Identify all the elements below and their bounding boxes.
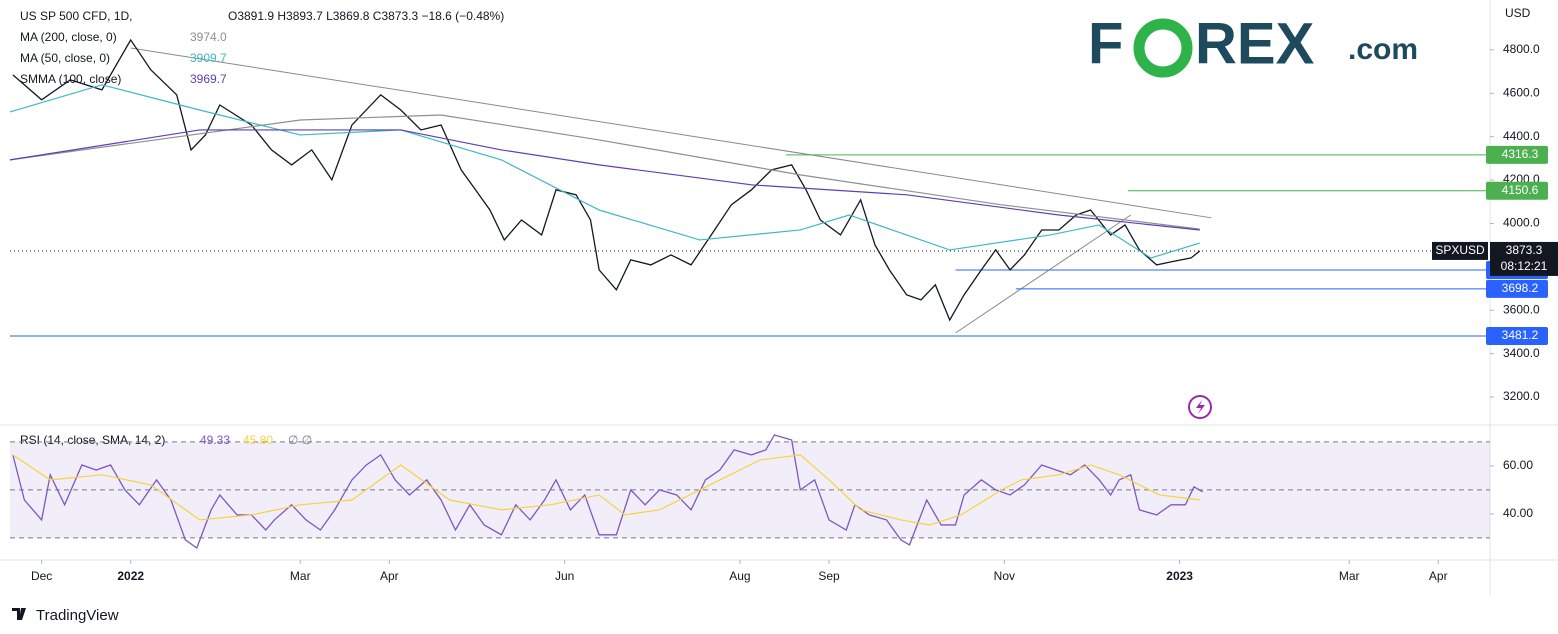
- series-line: [9, 114, 1200, 230]
- footer-icon: [12, 608, 26, 620]
- series-line: [12, 38, 1201, 322]
- level-tag: [1486, 279, 1548, 298]
- legend-entry: SMMA (100, close): [20, 72, 121, 86]
- axis-label: USD: [1505, 6, 1531, 20]
- legend-value: 3969.7: [190, 72, 227, 86]
- logo-part: .com: [1348, 33, 1418, 66]
- title: US SP 500 CFD, 1D,: [20, 9, 133, 23]
- brand-logo: F O REX .com: [1088, 11, 1418, 78]
- y-tick-label: 4800.0: [1503, 42, 1540, 56]
- x-tick-label: Nov: [994, 569, 1015, 583]
- price-tag-name: SPXUSD: [1435, 243, 1485, 257]
- logo-ring: [1133, 18, 1193, 78]
- price-tag-name-bg: [1432, 241, 1488, 260]
- x-tick-label: Dec: [31, 569, 52, 583]
- legend-value: 45.80: [243, 433, 273, 447]
- legend-entry: MA (200, close, 0): [20, 30, 117, 44]
- level-tag-label: 3698.2: [1502, 281, 1539, 295]
- y-tick-label: 3400.0: [1503, 346, 1540, 360]
- trendline: [955, 214, 1132, 334]
- price-tag-bg: [1490, 241, 1558, 276]
- level-tag: [1486, 181, 1548, 200]
- legend-value: 3909.7: [190, 51, 227, 65]
- logo-part: F: [1088, 11, 1123, 76]
- legend-extra: ∅ ∅: [288, 433, 312, 447]
- x-tick-label: Mar: [290, 569, 311, 583]
- y-tick-label: 4600.0: [1503, 85, 1540, 99]
- y-tick-label: 60.00: [1503, 458, 1533, 472]
- footer: TradingView: [36, 607, 119, 624]
- legend-value: 49.33: [200, 433, 230, 447]
- y-tick-label: 4000.0: [1503, 216, 1540, 230]
- price-tag: 3873.3: [1506, 243, 1543, 257]
- x-tick-label: Mar: [1339, 569, 1360, 583]
- level-tag: [1486, 327, 1548, 346]
- y-tick-label: 40.00: [1503, 506, 1533, 520]
- x-tick-label: Sep: [818, 569, 840, 583]
- series-line: [9, 129, 1200, 231]
- x-tick-label: Jun: [555, 569, 574, 583]
- x-tick-label: Aug: [729, 569, 750, 583]
- ohlc-label: O3891.9 H3893.7 L3869.8 C3873.3 −18.6 (−…: [228, 9, 504, 23]
- y-tick-label: 3200.0: [1503, 389, 1540, 403]
- alert-bolt: [1196, 400, 1205, 414]
- legend-value: 3974.0: [190, 30, 227, 44]
- legend-entry: MA (50, close, 0): [20, 51, 110, 65]
- y-tick-label: 3600.0: [1503, 302, 1540, 316]
- series-line: [12, 434, 1203, 550]
- series-line: [12, 454, 1200, 526]
- level-tag-label: 3481.2: [1502, 328, 1539, 342]
- x-tick-label: 2022: [117, 569, 144, 583]
- y-tick-label: 4400.0: [1503, 129, 1540, 143]
- x-tick-label: Apr: [380, 569, 399, 583]
- rsi-title: RSI (14, close, SMA, 14, 2): [20, 433, 165, 447]
- x-tick-label: 2023: [1166, 569, 1193, 583]
- level-tag: [1486, 145, 1548, 164]
- level-tag-label: 4150.6: [1502, 183, 1539, 197]
- alert-icon[interactable]: [1188, 395, 1212, 419]
- countdown: 08:12:21: [1501, 259, 1548, 273]
- logo-part: REX: [1195, 11, 1315, 76]
- x-tick-label: Apr: [1429, 569, 1448, 583]
- trendline: [130, 47, 1212, 219]
- level-tag-label: 4316.3: [1502, 147, 1539, 161]
- series-line: [9, 84, 1200, 259]
